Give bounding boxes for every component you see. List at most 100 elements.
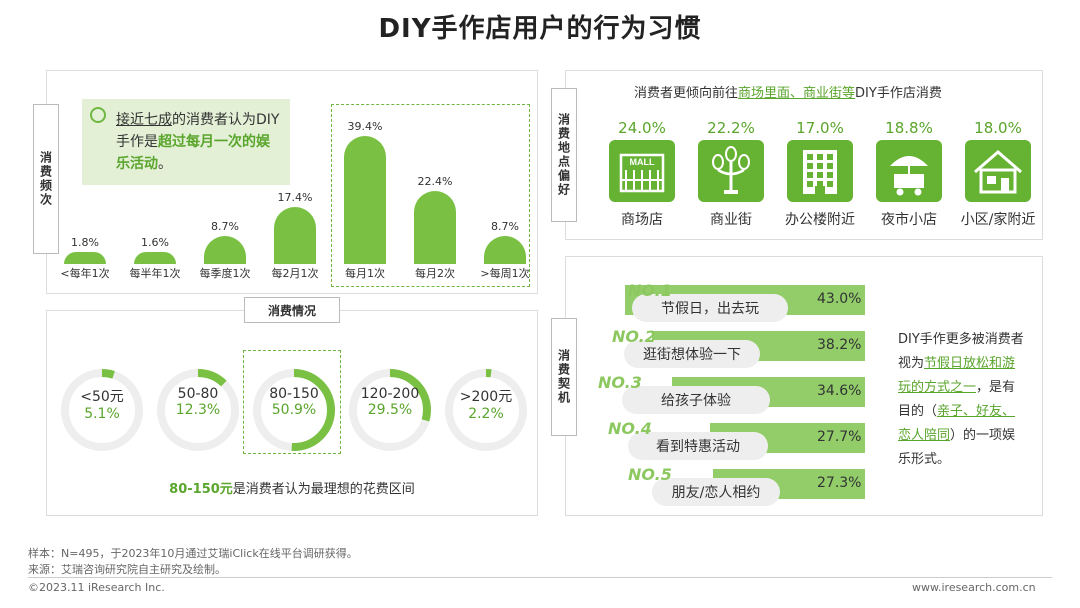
location-label: 消费地点偏好: [551, 88, 577, 222]
location-headline-post: DIY手作店消费: [855, 86, 942, 101]
donut-value-label: 2.2%: [468, 406, 504, 422]
bar-category-label: 每月2次: [415, 267, 455, 280]
donut-slice: [157, 369, 239, 451]
building-window: [817, 181, 823, 187]
motive-value-label: 34.6%: [817, 383, 862, 399]
donut-text: 80-150 50.9%: [252, 386, 336, 418]
location-headline: 消费者更倾向前往商场里面、商业街等DIY手作店消费: [634, 82, 942, 101]
location-value-label: 18.0%: [974, 119, 1022, 137]
building-window: [817, 163, 823, 169]
motive-value-label: 27.3%: [817, 475, 862, 491]
bar-category-label: <每年1次: [60, 267, 110, 280]
spending-note-text: 是消费者认为最理想的花费区间: [232, 482, 415, 497]
location-value-label: 18.8%: [885, 119, 933, 137]
donut-category-label: >200元: [459, 389, 513, 405]
footer-copyright: ©2023.11 iResearch Inc.: [28, 581, 165, 594]
motive-summary-1: DIY手作更多被消费者视为: [898, 332, 1024, 371]
house-roof: [974, 150, 1022, 174]
lamp-arms: [717, 168, 745, 176]
motive-label: 消费契机: [551, 318, 577, 436]
spending-note: 80-150元是消费者认为最理想的花费区间: [46, 478, 538, 497]
building-window: [817, 154, 823, 160]
street-lamp-icon-graphic: [712, 146, 750, 194]
building-window: [827, 154, 833, 160]
motive-value-label: 27.7%: [817, 429, 862, 445]
motive-value-label: 43.0%: [817, 291, 862, 307]
frequency-callout: 接近七成的消费者认为DIY手作是超过每月一次的娱乐活动。: [82, 99, 290, 185]
stall-cart: [894, 174, 924, 188]
night-market-stall-icon-graphic: [890, 156, 928, 196]
frequency-label: 消费频次: [33, 104, 59, 254]
location-category-label: 夜市小店: [881, 212, 937, 228]
footer-divider: [28, 577, 1052, 578]
building-window: [827, 163, 833, 169]
location-value-label: 17.0%: [796, 119, 844, 137]
donut-text: >200元 2.2%: [444, 386, 528, 422]
spending-label: 消费情况: [244, 297, 340, 323]
donut-slice: [349, 369, 431, 451]
donut-category-label: <50元: [80, 389, 124, 405]
bar-category-label: 每月1次: [345, 267, 385, 280]
motive-value-label: 38.2%: [817, 337, 862, 353]
motive-summary-2: 节假日放松和游玩的方式之一: [898, 356, 1016, 395]
stall-umbrella: [890, 156, 928, 166]
bar-value-label: 8.7%: [211, 219, 239, 233]
motive-category-label: 给孩子体验: [622, 386, 770, 414]
circle-bullet-icon: [90, 107, 106, 123]
bar-category-label: 每半年1次: [129, 267, 181, 280]
motive-summary: DIY手作更多被消费者视为节假日放松和游玩的方式之一，是有目的（亲子、好友、恋人…: [898, 328, 1028, 472]
donut-chart: [445, 369, 527, 451]
monthly-highlight-box: [331, 104, 530, 287]
location-headline-link: 商场里面、商业街等: [738, 86, 856, 101]
motive-summary-3: ，是有目的（: [898, 380, 1016, 419]
location-headline-pre: 消费者更倾向前往: [634, 86, 739, 101]
house-icon-graphic: [974, 150, 1022, 194]
donut-text: 50-80 12.3%: [156, 386, 240, 418]
donut-category-label: 50-80: [177, 386, 219, 402]
donut-chart: [61, 369, 143, 451]
motive-rank-label: NO.2: [612, 327, 656, 346]
building-window: [807, 172, 813, 178]
callout-emphasis: 超过每月一次的娱乐活动: [116, 134, 270, 172]
location-category-label: 商业街: [710, 212, 752, 228]
location-value-label: 22.2%: [707, 119, 755, 137]
donut-value-label: 50.9%: [271, 402, 317, 418]
building-door: [815, 186, 825, 194]
bar-value-label: 1.8%: [71, 236, 99, 249]
house-door: [1001, 178, 1009, 192]
motive-category-label: 逛街想体验一下: [624, 340, 760, 368]
callout-highlight: 接近七成: [116, 112, 172, 128]
motive-category-label: 朋友/恋人相约: [652, 478, 780, 506]
donut-value-label: 5.1%: [84, 406, 120, 422]
lamp-left: [712, 154, 724, 170]
donut-slice: [61, 369, 143, 451]
office-building-icon-graphic: [803, 150, 837, 194]
donut-value-label: 12.3%: [175, 402, 221, 418]
donut-category-label: 120-200: [360, 386, 420, 402]
ideal-range: 80-150元: [169, 482, 233, 497]
stall-wheel: [914, 188, 922, 196]
donut-text: <50元 5.1%: [60, 386, 144, 422]
motive-category-label: 看到特惠活动: [628, 432, 768, 460]
lamp-base: [724, 190, 738, 194]
footer-sample: 样本：N=495，于2023年10月通过艾瑞iClick在线平台调研获得。: [28, 547, 358, 560]
donut-slice: [445, 369, 527, 451]
motive-summary-5: ）的一项娱乐形式。: [898, 428, 1016, 467]
donut-value-label: 29.5%: [367, 402, 413, 418]
house-window: [987, 176, 996, 184]
bar-value-label: 39.4%: [347, 120, 383, 133]
motive-rank-label: NO.1: [628, 281, 672, 300]
motive-category-label: 节假日，出去玩: [632, 294, 788, 322]
house-walls: [979, 168, 1017, 194]
location-category-label: 小区/家附近: [960, 212, 1036, 228]
building-window: [827, 172, 833, 178]
mall-icon: MALL: [609, 140, 675, 202]
callout-text: 的消费者认为DIY手作是: [116, 112, 280, 150]
ideal-range-highlight-box: [243, 350, 341, 454]
bar: [204, 235, 246, 264]
bar: [414, 191, 456, 264]
motive-rank-label: NO.4: [608, 419, 652, 438]
office-building-icon: [787, 140, 853, 202]
bar-category-label: 每季度1次: [199, 267, 251, 280]
footer-source: 来源：艾瑞咨询研究院自主研究及绘制。: [28, 563, 226, 576]
